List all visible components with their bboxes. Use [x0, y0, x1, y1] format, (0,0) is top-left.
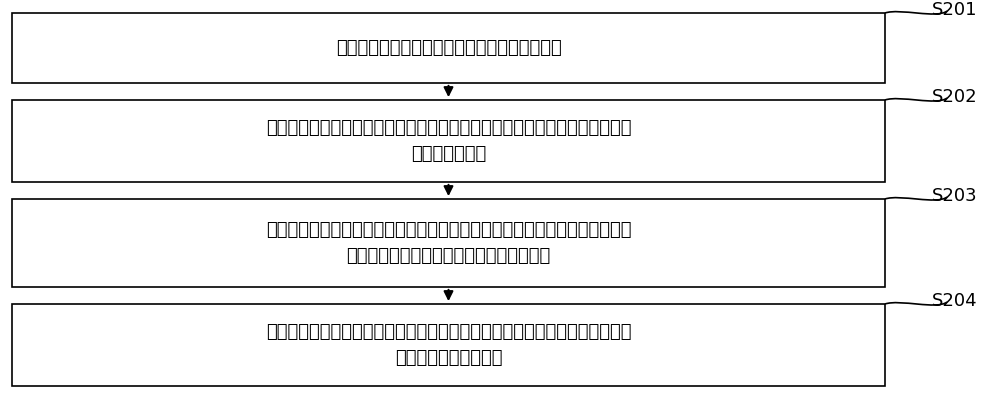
- Text: S202: S202: [932, 88, 978, 106]
- Text: 通过超高效液相色谱联用质谱仪对食品检测溶液进行检测，确定食品检测溶液
中是否含有肌醇: 通过超高效液相色谱联用质谱仪对食品检测溶液进行检测，确定食品检测溶液 中是否含有…: [266, 119, 631, 163]
- Text: 采用内标法对食品检测溶液进行多次检测，并取多次检测结果的平均值以作为
待测食品中肌醇的含量: 采用内标法对食品检测溶液进行多次检测，并取多次检测结果的平均值以作为 待测食品中…: [266, 323, 631, 367]
- Bar: [12, 199, 885, 287]
- Bar: [12, 13, 885, 83]
- Text: S204: S204: [932, 292, 978, 310]
- Text: S201: S201: [932, 1, 978, 19]
- Bar: [12, 304, 885, 386]
- Bar: [12, 100, 885, 182]
- Text: S203: S203: [932, 187, 978, 205]
- Text: 若食品检测溶液中含有肌醇，则以山梨醇为内标物，采用内标法对食品检测溶
液进行检测，以确定待测食品中肌醇的含量: 若食品检测溶液中含有肌醇，则以山梨醇为内标物，采用内标法对食品检测溶 液进行检测…: [266, 221, 631, 265]
- Text: 将待测食品、水及乙醇混合，制得食品检测溶液: 将待测食品、水及乙醇混合，制得食品检测溶液: [336, 39, 561, 57]
